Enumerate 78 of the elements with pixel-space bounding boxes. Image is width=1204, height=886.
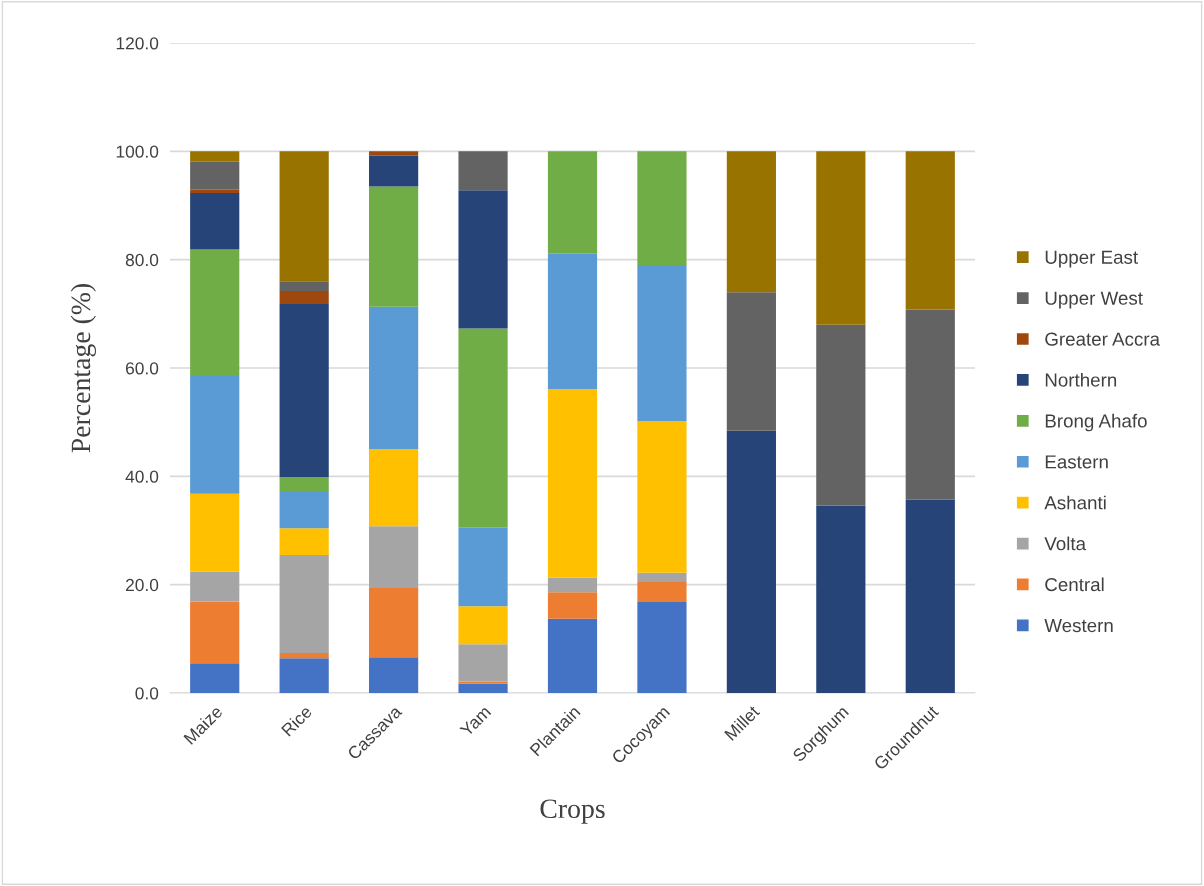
x-tick-label: Rice	[280, 704, 313, 737]
bar	[190, 493, 240, 572]
bar	[190, 161, 240, 190]
bar	[547, 577, 598, 593]
bar	[279, 291, 329, 305]
bar	[637, 421, 687, 573]
bar	[279, 281, 329, 292]
bar	[547, 618, 598, 693]
bar	[726, 292, 776, 431]
bar	[816, 505, 866, 693]
bar	[369, 587, 419, 658]
bar	[905, 499, 955, 693]
legend-label: Upper East	[1045, 250, 1138, 268]
legend-label: Central	[1045, 577, 1104, 592]
bar	[458, 644, 508, 682]
bar	[458, 190, 508, 329]
legend-label: Western	[1044, 619, 1113, 633]
bar	[369, 449, 419, 527]
x-axis-title: Crops	[540, 799, 605, 824]
bar	[190, 376, 240, 494]
bar	[458, 681, 508, 684]
x-tick-label: Yam	[459, 705, 492, 738]
bar	[279, 304, 329, 477]
bar	[369, 155, 419, 187]
legend-label: Eastern	[1045, 455, 1108, 469]
bar	[905, 151, 955, 310]
bar	[369, 151, 419, 156]
bar	[190, 249, 240, 377]
y-axis-title: Percentage (%)	[70, 284, 96, 453]
bar	[905, 309, 955, 500]
bar	[369, 657, 419, 693]
bar	[279, 151, 329, 282]
y-tick-label: 80.0	[125, 253, 159, 267]
bar	[547, 389, 598, 578]
bar	[458, 606, 508, 645]
bar	[726, 151, 776, 293]
bar	[458, 527, 508, 607]
bar	[816, 324, 866, 506]
bar	[279, 658, 329, 693]
bar	[190, 151, 240, 162]
legend-label: Ashanti	[1044, 495, 1106, 510]
bar	[190, 663, 240, 693]
bar	[637, 572, 687, 582]
bar	[369, 306, 419, 450]
y-tick-label: 40.0	[125, 470, 159, 483]
bar	[279, 554, 329, 653]
bar	[547, 253, 598, 390]
bar	[369, 186, 419, 307]
bar	[190, 571, 240, 602]
bar	[637, 151, 687, 266]
bar	[458, 683, 508, 693]
bar	[279, 652, 329, 659]
legend-label: Brong Ahafo	[1045, 413, 1147, 432]
bar	[369, 526, 419, 588]
bar	[279, 476, 329, 491]
bar	[190, 601, 240, 664]
bar	[547, 151, 598, 254]
legend-label: Northern	[1045, 372, 1117, 387]
bar	[279, 528, 329, 555]
y-tick-label: 20.0	[125, 578, 159, 592]
bar	[637, 581, 687, 602]
bar	[458, 328, 508, 528]
bar	[637, 265, 687, 422]
legend-label: Greater Accra	[1045, 332, 1160, 346]
y-tick-label: 0.0	[135, 687, 159, 700]
y-tick-label: 100.0	[116, 145, 159, 158]
y-tick-label: 120.0	[116, 37, 159, 50]
y-tick-label: 60.0	[125, 362, 159, 375]
bar	[816, 151, 866, 325]
legend-label: Upper West	[1045, 291, 1143, 309]
bar	[547, 592, 598, 619]
bar	[279, 490, 329, 529]
legend-label: Volta	[1044, 536, 1087, 551]
bar	[458, 151, 508, 191]
bar	[190, 189, 240, 194]
bar	[637, 602, 687, 693]
bar	[190, 193, 240, 250]
bar	[726, 430, 776, 693]
